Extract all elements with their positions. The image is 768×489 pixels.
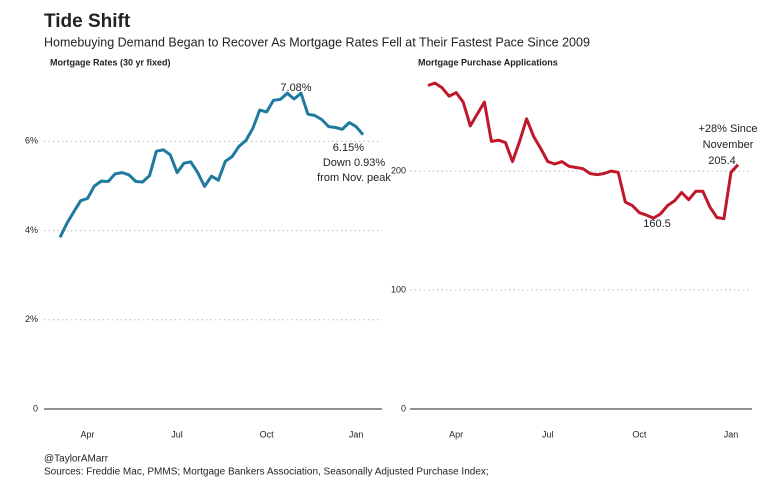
- x-tick-label: Oct: [632, 429, 647, 439]
- annotation: November: [703, 139, 754, 151]
- x-tick-label: Jan: [349, 429, 364, 439]
- x-tick-label: Apr: [449, 429, 463, 439]
- annotation: +28% Since: [698, 123, 757, 135]
- y-tick-label: 0: [401, 403, 406, 413]
- y-tick-label: 4%: [25, 225, 38, 235]
- x-tick-label: Oct: [260, 429, 275, 439]
- x-tick-label: Jan: [724, 429, 739, 439]
- chart-title: Mortgage Purchase Applications: [418, 57, 558, 67]
- y-tick-label: 100: [391, 284, 406, 294]
- subtitle: Homebuying Demand Began to Recover As Mo…: [44, 35, 590, 49]
- y-tick-label: 6%: [25, 136, 38, 146]
- annotation: Down 0.93%: [323, 157, 386, 169]
- annotation: 160.5: [643, 218, 671, 230]
- annotation: 205.4: [708, 155, 736, 167]
- y-tick-label: 200: [391, 165, 406, 175]
- chart-title: Mortgage Rates (30 yr fixed): [50, 57, 171, 67]
- annotation: 6.15%: [333, 142, 364, 154]
- x-tick-label: Jul: [542, 429, 554, 439]
- x-tick-label: Jul: [171, 429, 183, 439]
- data-line: [58, 91, 365, 238]
- data-line: [427, 81, 740, 221]
- title: Tide Shift: [44, 11, 131, 32]
- y-tick-label: 0: [33, 403, 38, 413]
- x-tick-label: Apr: [81, 429, 95, 439]
- annotation: 7.08%: [280, 82, 311, 94]
- annotation: from Nov. peak: [317, 172, 391, 184]
- y-tick-label: 2%: [25, 314, 38, 324]
- footer: Sources: Freddie Mac, PMMS; Mortgage Ban…: [44, 467, 489, 478]
- footer: @TaylorAMarr: [44, 454, 109, 465]
